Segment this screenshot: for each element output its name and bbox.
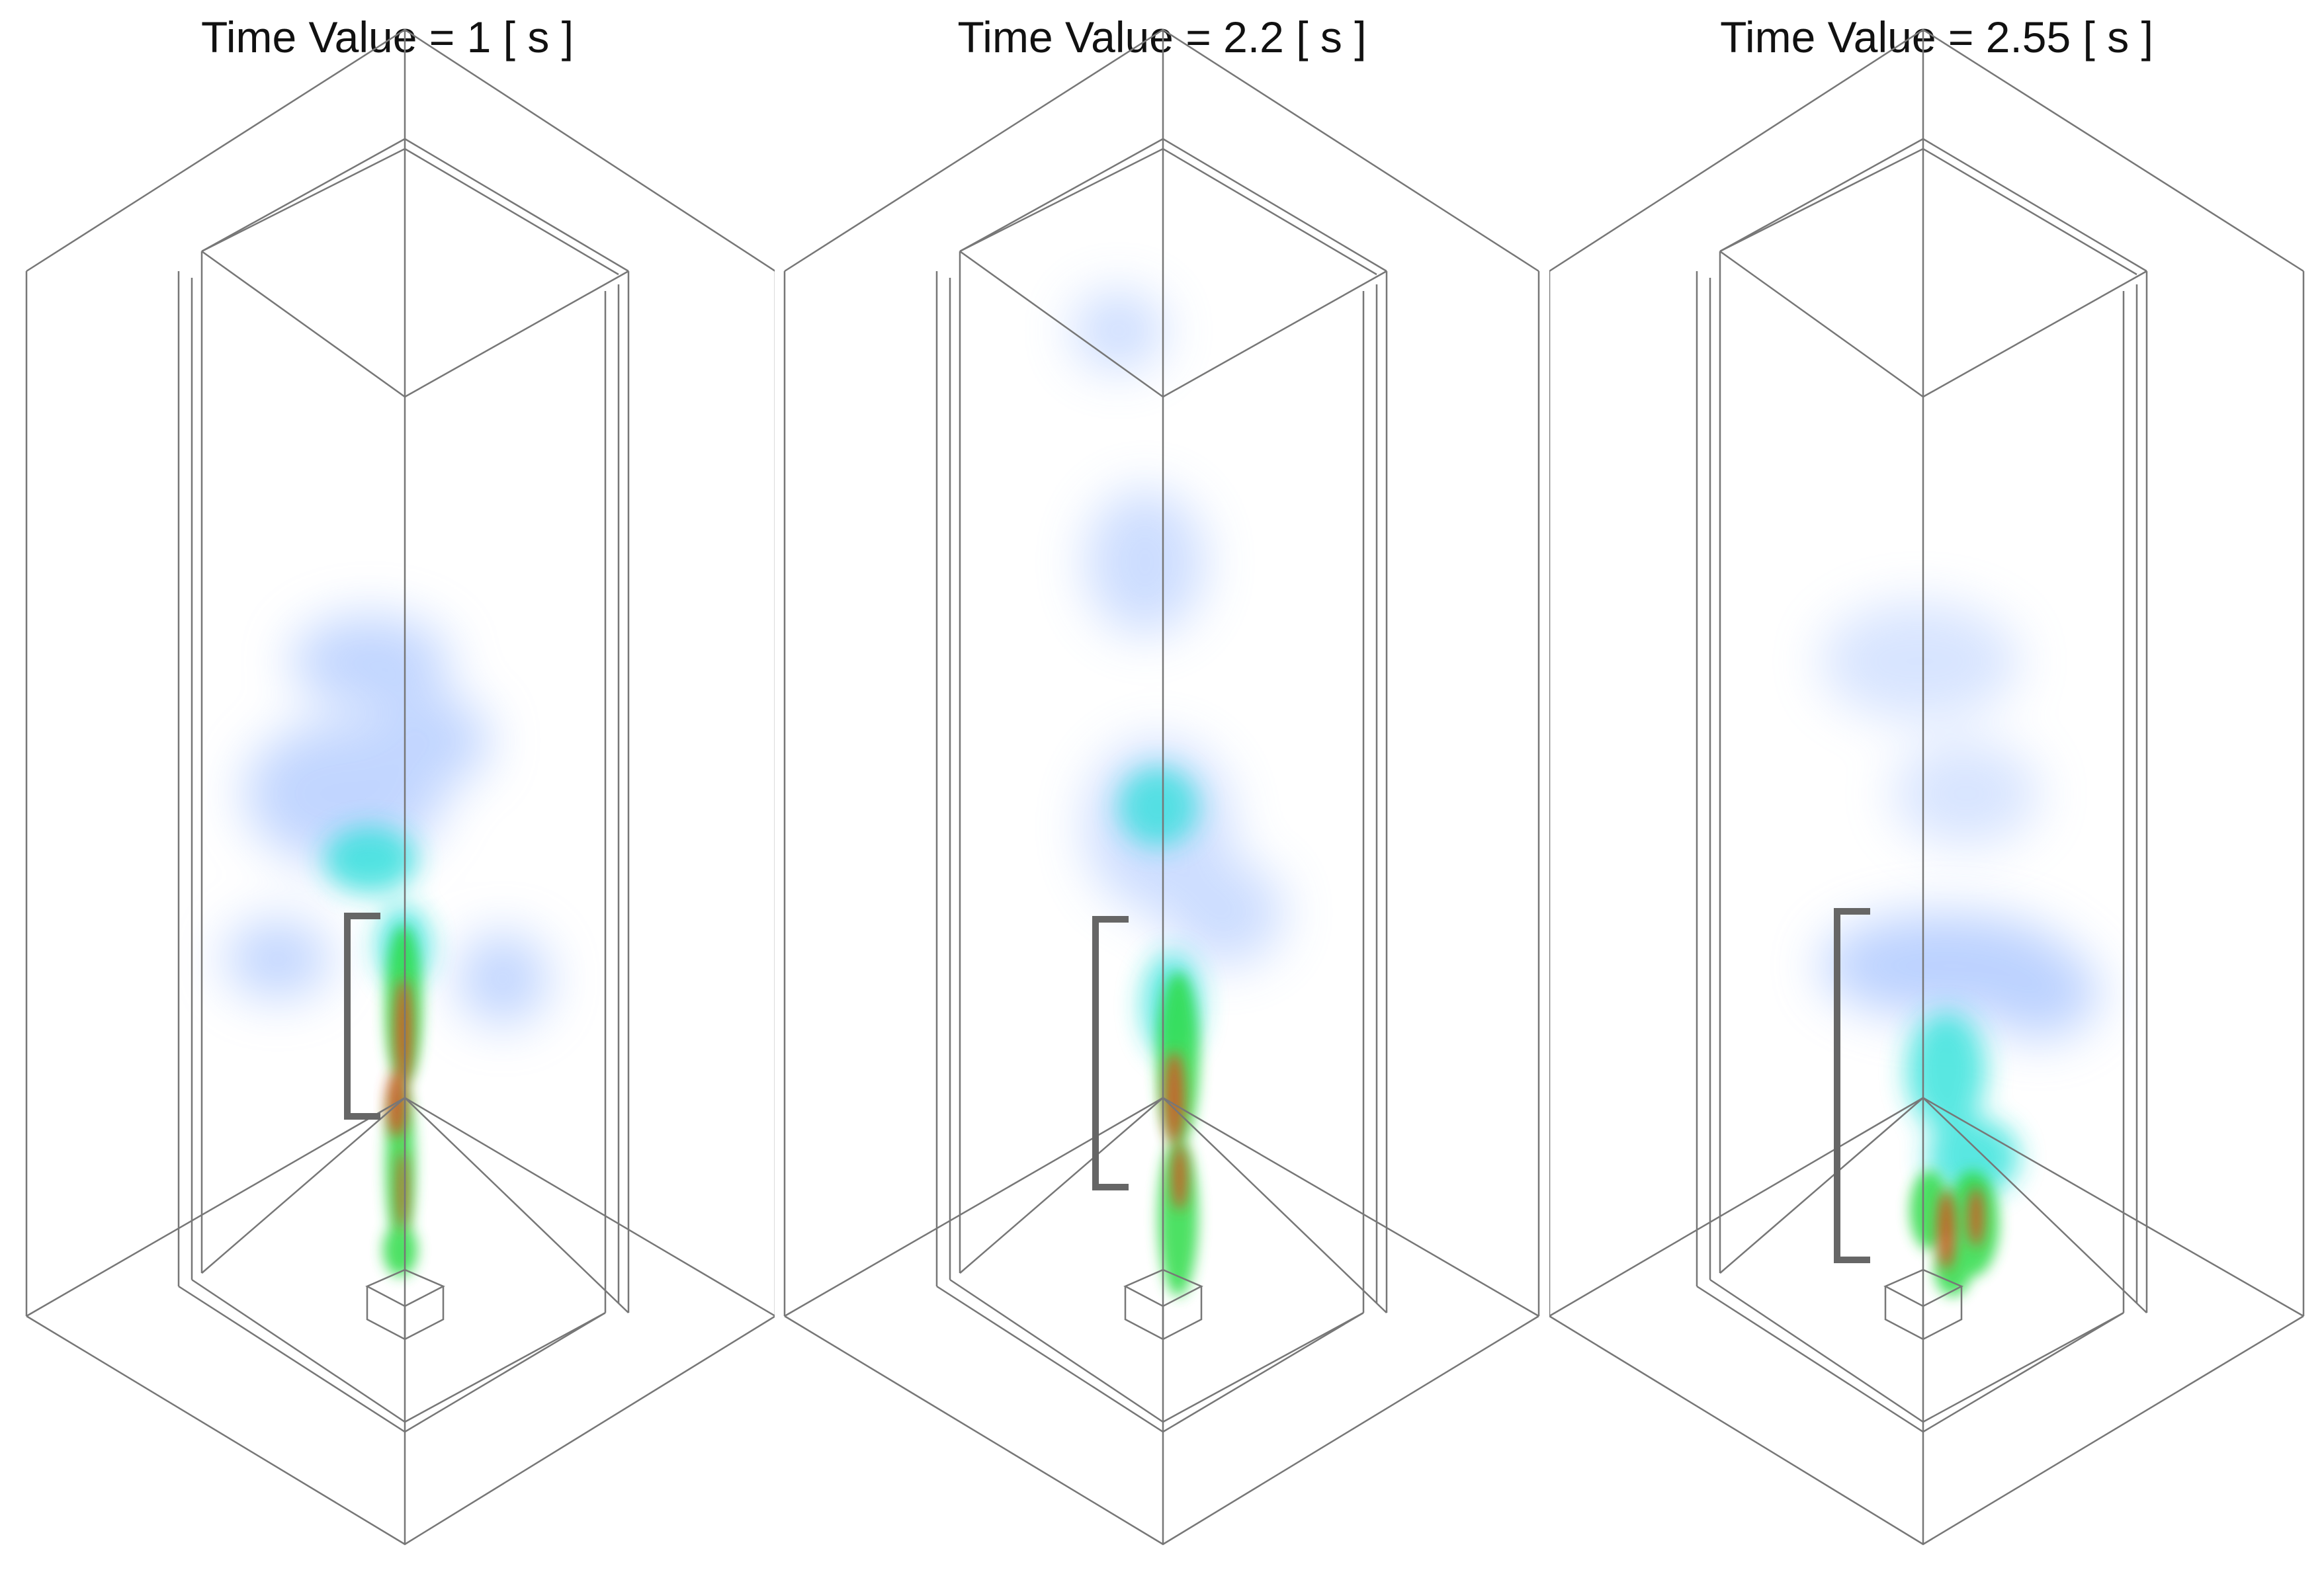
smoke-plume bbox=[1072, 291, 1284, 1296]
panel-title: Time Value = 2.2 [ s ] bbox=[957, 13, 1367, 62]
domain-wireframe bbox=[25, 28, 775, 1546]
region-bracket bbox=[1834, 908, 1870, 1263]
simulation-panel-1: Time Value = 1 [ s ] bbox=[0, 0, 775, 1576]
smoke-plume bbox=[225, 615, 549, 1276]
simulation-panel-3: Time Value = 2.55 [ s ] bbox=[1549, 0, 2324, 1576]
panel-title: Time Value = 2.55 [ s ] bbox=[1720, 13, 2153, 62]
smoke-plume bbox=[1821, 602, 2098, 1296]
region-bracket bbox=[344, 913, 380, 1120]
panel-title: Time Value = 1 [ s ] bbox=[200, 13, 574, 62]
simulation-panel-2: Time Value = 2.2 [ s ] bbox=[775, 0, 1549, 1576]
domain-wireframe bbox=[783, 28, 1540, 1546]
region-bracket bbox=[1092, 916, 1129, 1190]
domain-wireframe bbox=[1549, 28, 2305, 1546]
